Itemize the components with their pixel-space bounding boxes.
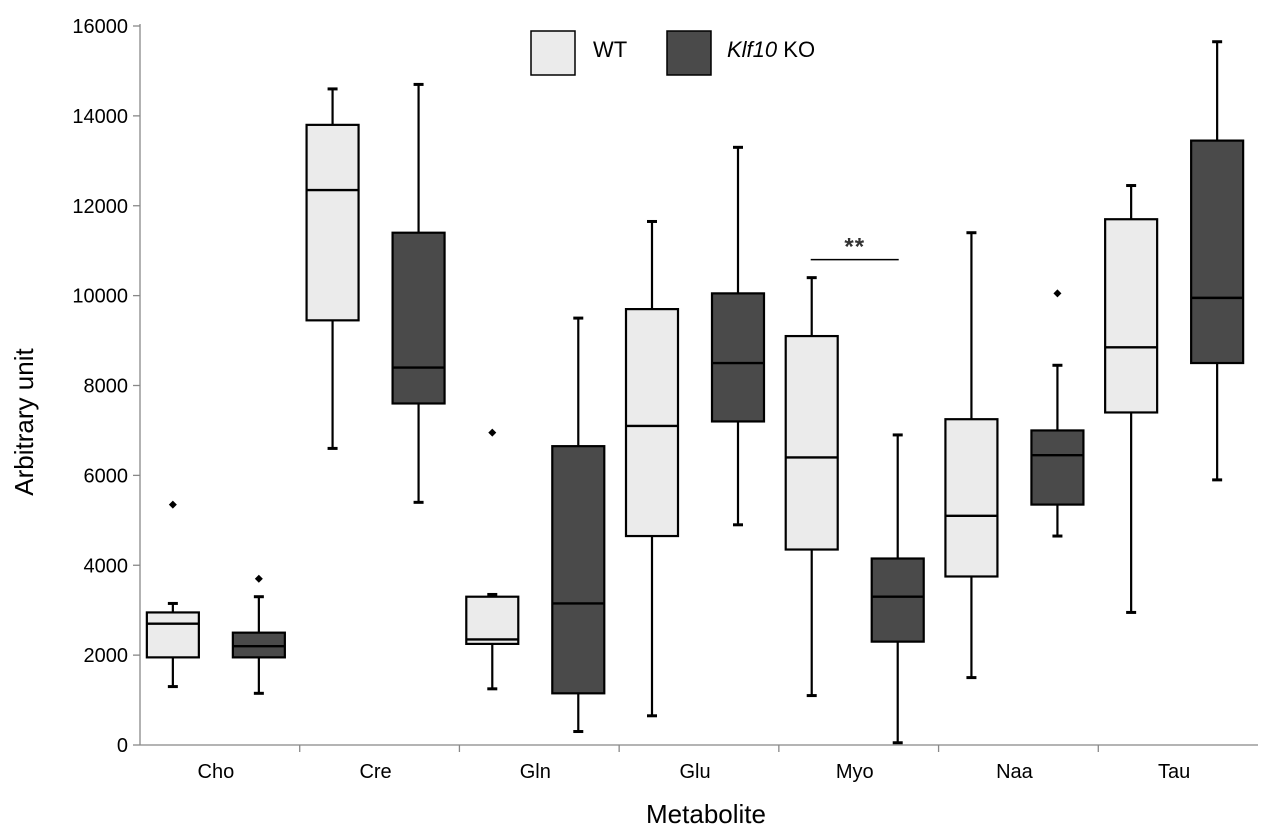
box-body-wt-glu (624, 308, 680, 538)
boxes-layer (145, 40, 1245, 745)
box-wt-naa (944, 231, 999, 680)
box-klf10-ko-myo (870, 433, 925, 745)
box-body-klf10-ko-naa (1030, 429, 1085, 506)
axes-layer (133, 24, 1258, 752)
box-body-klf10-ko-myo (870, 557, 925, 643)
outlier-wt-gln-0 (488, 428, 497, 437)
box-body-wt-cho (145, 611, 200, 659)
x-tick-label-gln: Gln (520, 761, 551, 783)
box-wt-cre (305, 87, 360, 450)
box-wt-cho (145, 500, 200, 689)
legend-swatch-klf10-ko (666, 30, 712, 76)
legend: WT Klf10 KO (530, 30, 815, 76)
box-wt-myo (784, 276, 839, 698)
labels-layer: 0 2000 4000 6000 8000 10000 12000 14000 16000 Cho… (72, 16, 1190, 783)
significance-marker-0: ** (844, 234, 865, 261)
legend-label-wt: WT (593, 37, 627, 62)
y-tick-label-4000: 4000 (84, 555, 129, 577)
box-body-wt-tau (1104, 218, 1159, 414)
box-klf10-ko-tau (1190, 40, 1245, 482)
box-body-wt-naa (944, 418, 999, 578)
x-tick-label-myo: Myo (836, 761, 874, 783)
legend-swatch-wt (530, 30, 576, 76)
x-tick-label-tau: Tau (1158, 761, 1190, 783)
y-axis-title: Arbitrary unit (9, 348, 39, 496)
y-tick-label-2000: 2000 (84, 645, 129, 667)
box-klf10-ko-glu (710, 145, 766, 527)
box-klf10-ko-gln (551, 316, 606, 734)
x-tick-label-cho: Cho (198, 761, 235, 783)
y-tick-label-0: 0 (117, 735, 128, 757)
box-body-klf10-ko-tau (1190, 139, 1245, 365)
box-wt-glu (624, 219, 680, 718)
outlier-wt-cho-0 (168, 500, 177, 509)
y-tick-label-8000: 8000 (84, 376, 129, 398)
box-body-wt-myo (784, 334, 839, 551)
box-body-klf10-ko-cre (391, 231, 446, 405)
box-klf10-ko-naa (1030, 289, 1085, 538)
box-klf10-ko-cre (391, 82, 446, 504)
legend-label-klf10-ko: Klf10 KO (727, 37, 815, 62)
y-tick-label-16000: 16000 (72, 16, 128, 38)
x-tick-label-cre: Cre (359, 761, 391, 783)
x-tick-label-glu: Glu (679, 761, 710, 783)
box-body-klf10-ko-gln (551, 445, 606, 695)
box-body-wt-gln (465, 595, 520, 645)
y-tick-label-10000: 10000 (72, 286, 128, 308)
x-axis-title: Metabolite (646, 799, 766, 827)
y-tick-label-14000: 14000 (72, 106, 128, 128)
y-tick-label-12000: 12000 (72, 196, 128, 218)
box-body-wt-cre (305, 123, 360, 322)
box-wt-tau (1104, 184, 1159, 614)
x-tick-label-naa: Naa (996, 761, 1034, 783)
y-tick-label-6000: 6000 (84, 465, 129, 487)
box-body-klf10-ko-glu (710, 292, 766, 423)
box-klf10-ko-cho (231, 574, 286, 695)
outlier-klf10-ko-naa-0 (1053, 289, 1062, 298)
box-wt-gln (465, 428, 520, 691)
outlier-klf10-ko-cho-0 (254, 574, 263, 583)
